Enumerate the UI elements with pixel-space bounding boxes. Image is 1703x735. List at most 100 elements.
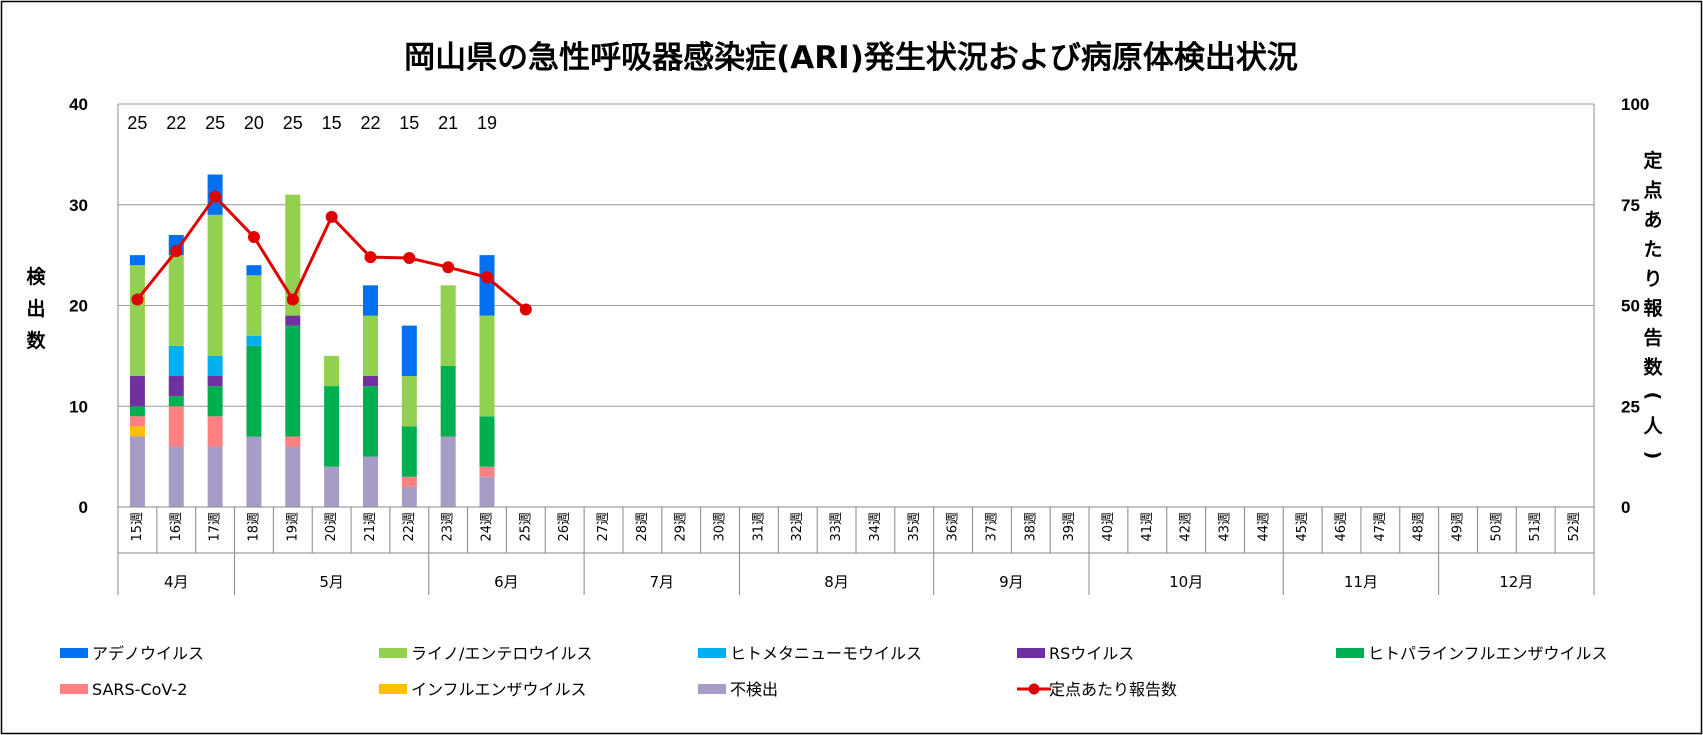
report-line-point: [481, 271, 493, 284]
week-label: 30週: [713, 512, 728, 542]
y2-axis-label-char: (: [1642, 392, 1664, 401]
week-label: 25週: [518, 512, 533, 542]
report-line-point: [364, 251, 377, 264]
y2-tick-label: 0: [1621, 498, 1630, 517]
legend-label: 不検出: [730, 680, 778, 699]
week-label: 51週: [1528, 512, 1543, 542]
bar-segment: [129, 436, 145, 507]
legend-label: RSウイルス: [1049, 644, 1134, 663]
week-label: 21週: [363, 512, 378, 542]
report-line-point: [247, 230, 260, 243]
week-label: 42週: [1179, 512, 1194, 542]
sample-count-label: 20: [244, 113, 264, 133]
bar-segment: [168, 376, 184, 397]
bar-segment: [285, 315, 301, 326]
week-label: 23週: [441, 512, 456, 542]
legend-label: インフルエンザウイルス: [411, 680, 587, 699]
week-label: 22週: [402, 512, 417, 542]
y2-axis-label-char: 人: [1643, 416, 1663, 438]
bar-segment: [401, 476, 417, 487]
report-line-point: [403, 251, 416, 264]
legend-swatch: [60, 684, 88, 694]
week-label: 47週: [1373, 512, 1388, 542]
week-label: 48週: [1412, 512, 1427, 542]
bar-segment: [168, 396, 184, 407]
week-label: 39週: [1062, 512, 1077, 542]
sample-count-label: 15: [399, 113, 419, 133]
week-label: 52週: [1567, 512, 1582, 542]
y2-axis-label-char: た: [1643, 239, 1662, 261]
bar-segment: [362, 386, 378, 457]
week-label: 45週: [1295, 512, 1310, 542]
bar-segment: [479, 466, 495, 477]
week-label: 43週: [1218, 512, 1233, 542]
month-label: 6月: [494, 573, 519, 591]
y-axis-label-char: 数: [26, 329, 46, 352]
report-line-point: [170, 245, 183, 258]
bar-segment: [401, 325, 417, 377]
chart-title: 岡山県の急性呼吸器感染症(ARI)発生状況および病原体検出状況: [404, 40, 1298, 76]
y-axis-label: 検出数: [26, 265, 46, 352]
legend-label: ヒトメタニューモウイルス: [730, 644, 922, 663]
bar-segment: [362, 315, 378, 377]
sample-counts: 25 22 25 20 25 15 22 15 21 19: [127, 113, 497, 133]
bar-segment: [246, 345, 262, 437]
bar-segment: [129, 426, 145, 437]
week-label: 19週: [285, 512, 300, 542]
sample-count-label: 15: [322, 113, 342, 133]
bar-segment: [129, 406, 145, 417]
bar-segment: [285, 194, 301, 316]
month-label: 7月: [650, 573, 675, 591]
bar-segment: [440, 285, 456, 366]
week-label: 15週: [130, 512, 145, 542]
bar-segment: [479, 476, 495, 507]
y2-tick-label: 25: [1621, 397, 1640, 416]
week-label: 17週: [208, 512, 223, 542]
bar-segment: [207, 355, 223, 377]
bar-segment: [324, 386, 340, 467]
y2-axis-label: 定点あたり報告数 (人): [1642, 149, 1664, 459]
week-label: 24週: [480, 512, 495, 542]
week-label: 20週: [324, 512, 339, 542]
month-label: 12月: [1499, 573, 1533, 591]
y-tick-label: 10: [69, 397, 88, 416]
y2-tick-label: 100: [1621, 95, 1649, 114]
bar-segment: [207, 446, 223, 507]
bar-segment: [168, 446, 184, 507]
bar-segment: [207, 416, 223, 447]
bar-segment: [207, 214, 223, 356]
legend-label: ライノ/エンテロウイルス: [411, 644, 592, 663]
week-label: 44週: [1256, 512, 1271, 542]
bar-segment: [362, 456, 378, 507]
report-line-point: [442, 261, 455, 274]
week-label: 29週: [674, 512, 689, 542]
y-tick-label: 0: [79, 498, 88, 517]
sample-count-label: 19: [477, 113, 497, 133]
bar-segment: [479, 416, 495, 467]
y2-axis-label-char: 数: [1643, 356, 1663, 379]
report-line-point: [519, 303, 532, 316]
bar-segment: [246, 436, 262, 507]
bar-segment: [168, 345, 184, 377]
bar-segment: [246, 265, 262, 276]
legend: アデノウイルス ライノ/エンテロウイルス ヒトメタニューモウイルス RSウイルス ヒトパ…: [60, 644, 1608, 699]
month-label: 11月: [1344, 573, 1378, 591]
bar-segment: [285, 325, 301, 437]
y2-axis-label-char: 告: [1643, 326, 1662, 349]
bar-segment: [285, 436, 301, 447]
bar-segment: [401, 426, 417, 477]
week-label: 36週: [946, 512, 961, 542]
bar-segment: [129, 376, 145, 407]
week-label: 33週: [829, 512, 844, 542]
bar-segment: [479, 255, 495, 316]
week-label: 34週: [868, 512, 883, 542]
report-line-point: [325, 210, 338, 223]
legend-swatch: [698, 648, 726, 658]
week-label: 50週: [1489, 512, 1504, 542]
sample-count-label: 22: [166, 113, 186, 133]
y2-axis-label-char: 定: [1643, 149, 1662, 172]
legend-line-marker: [1028, 683, 1040, 695]
